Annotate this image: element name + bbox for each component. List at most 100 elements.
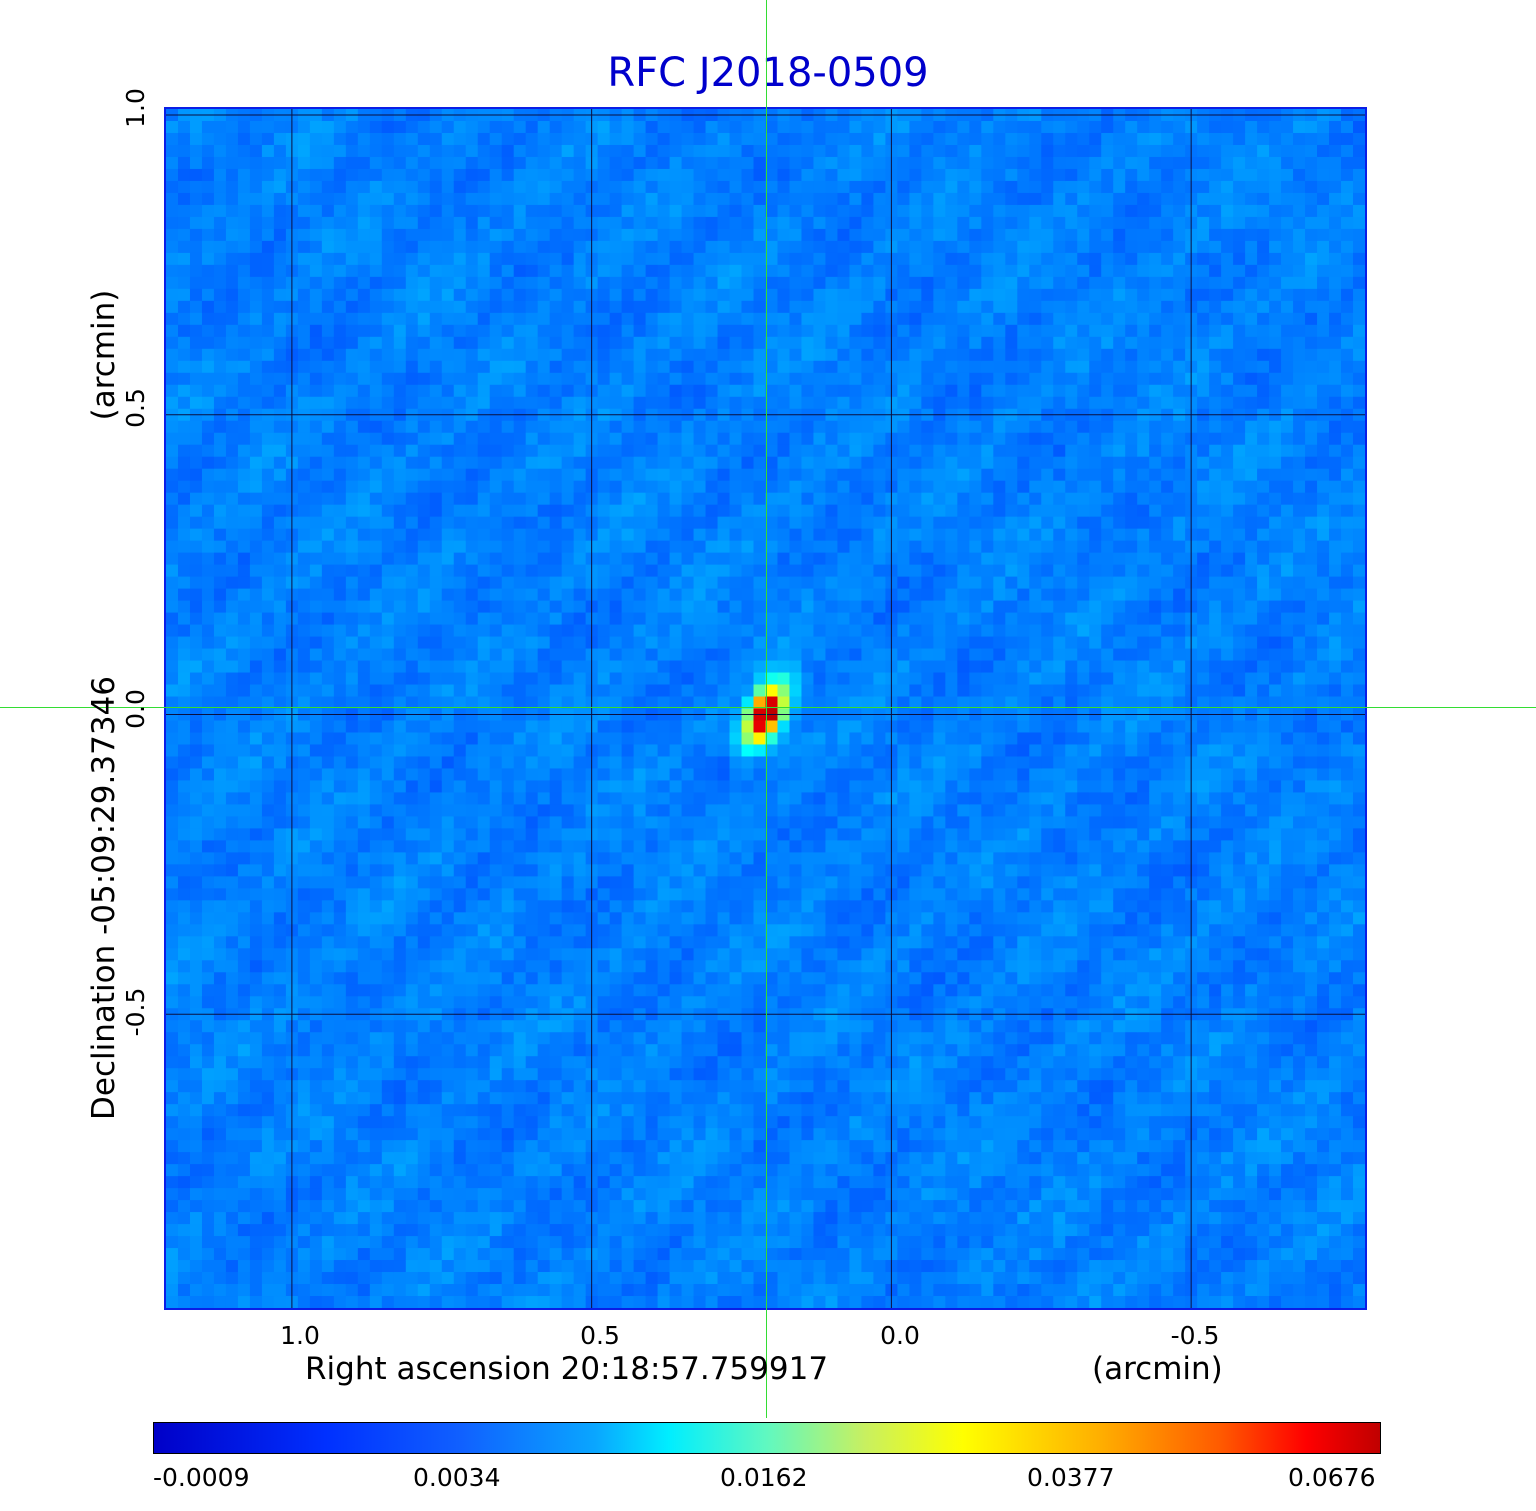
heatmap-cell: [166, 900, 179, 913]
heatmap-cell: [621, 336, 635, 350]
heatmap-cell: [621, 156, 635, 170]
heatmap-cell: [657, 588, 671, 602]
heatmap-cell: [669, 348, 683, 362]
heatmap-cell: [237, 600, 251, 614]
heatmap-cell: [405, 1248, 419, 1261]
heatmap-cell: [621, 252, 635, 266]
heatmap-cell: [573, 432, 587, 446]
heatmap-cell: [369, 384, 383, 398]
heatmap-cell: [297, 912, 311, 925]
heatmap-cell: [681, 768, 695, 782]
heatmap-cell: [501, 516, 515, 530]
heatmap-cell: [453, 540, 467, 554]
heatmap-cell: [237, 456, 251, 470]
heatmap-cell: [741, 252, 755, 266]
heatmap-cell: [489, 744, 503, 758]
heatmap-cell: [417, 972, 431, 985]
heatmap-cell: [537, 132, 551, 146]
heatmap-cell: [645, 720, 659, 734]
heatmap-cell: [669, 372, 683, 386]
heatmap-cell: [273, 768, 287, 782]
heatmap-cell: [225, 1176, 239, 1189]
heatmap-cell: [717, 276, 731, 290]
heatmap-cell: [405, 852, 419, 865]
heatmap-cell: [681, 348, 695, 362]
heatmap-cell: [201, 516, 215, 530]
heatmap-cell: [321, 1236, 335, 1249]
heatmap-cell: [489, 600, 503, 614]
heatmap-cell: [429, 960, 443, 973]
heatmap-cell: [177, 984, 191, 997]
heatmap-cell: [369, 348, 383, 362]
heatmap-cell: [501, 1044, 515, 1057]
heatmap-cell: [213, 588, 227, 602]
heatmap-cell: [357, 936, 371, 949]
heatmap-cell: [213, 1080, 227, 1093]
heatmap-cell: [321, 384, 335, 398]
heatmap-cell: [597, 1164, 611, 1177]
heatmap-cell: [237, 948, 251, 961]
heatmap-cell: [465, 396, 479, 410]
heatmap-cell: [657, 1164, 671, 1177]
heatmap-cell: [441, 1080, 455, 1093]
heatmap-cell: [597, 588, 611, 602]
heatmap-cell: [237, 228, 251, 242]
heatmap-cell: [441, 648, 455, 662]
heatmap-cell: [633, 1080, 647, 1093]
heatmap-cell: [309, 636, 323, 650]
heatmap-cell: [477, 612, 491, 626]
heatmap-cell: [465, 492, 479, 506]
heatmap-cell: [609, 576, 623, 590]
heatmap-cell: [669, 948, 683, 961]
heatmap-cell: [597, 204, 611, 218]
heatmap-cell: [681, 1284, 695, 1297]
heatmap-cell: [681, 948, 695, 961]
heatmap-cell: [657, 240, 671, 254]
heatmap-cell: [357, 588, 371, 602]
heatmap-cell: [249, 1296, 263, 1308]
heatmap-cell: [501, 840, 515, 853]
heatmap-cell: [609, 792, 623, 806]
heatmap-cell: [573, 1272, 587, 1285]
heatmap-cell: [297, 228, 311, 242]
heatmap-cell: [166, 924, 179, 937]
heatmap-cell: [369, 300, 383, 314]
heatmap-cell: [177, 1284, 191, 1297]
heatmap-cell: [429, 516, 443, 530]
heatmap-cell: [441, 1236, 455, 1249]
heatmap-cell: [633, 564, 647, 578]
heatmap-cell: [249, 912, 263, 925]
heatmap-cell: [537, 504, 551, 518]
heatmap-cell: [681, 252, 695, 266]
heatmap-cell: [657, 1128, 671, 1141]
heatmap-cell: [249, 420, 263, 434]
heatmap-cell: [693, 300, 707, 314]
heatmap-cell: [429, 804, 443, 818]
heatmap-cell: [166, 348, 179, 362]
heatmap-cell: [477, 432, 491, 446]
heatmap-cell: [729, 216, 743, 230]
heatmap-cell: [225, 1092, 239, 1105]
heatmap-cell: [405, 792, 419, 806]
heatmap-cell: [489, 648, 503, 662]
heatmap-cell: [441, 1044, 455, 1057]
heatmap-cell: [753, 216, 767, 230]
heatmap-cell: [333, 1272, 347, 1285]
heatmap-cell: [705, 660, 719, 674]
heatmap-cell: [166, 180, 179, 194]
heatmap-cell: [645, 1200, 659, 1213]
heatmap-cell: [213, 1092, 227, 1105]
heatmap-cell: [525, 1140, 539, 1153]
heatmap-cell: [249, 960, 263, 973]
heatmap-cell: [477, 204, 491, 218]
heatmap-cell: [489, 540, 503, 554]
heatmap-cell: [657, 744, 671, 758]
heatmap-cell: [429, 792, 443, 806]
heatmap-cell: [597, 876, 611, 889]
heatmap-cell: [297, 528, 311, 542]
heatmap-cell: [429, 192, 443, 206]
heatmap-cell: [561, 420, 575, 434]
heatmap-cell: [357, 228, 371, 242]
heatmap-cell: [297, 576, 311, 590]
heatmap-cell: [345, 876, 359, 889]
